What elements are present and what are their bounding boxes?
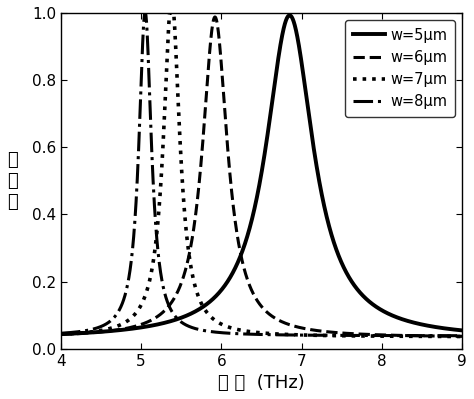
w=7μm xyxy=(128,316,133,321)
w=7μm xyxy=(459,334,465,339)
w=5μm xyxy=(229,271,235,276)
Line: w=8μm: w=8μm xyxy=(61,13,462,336)
w=6μm xyxy=(104,329,109,334)
w=7μm xyxy=(167,10,173,15)
Legend: w=5μm, w=6μm, w=7μm, w=8μm: w=5μm, w=6μm, w=7μm, w=8μm xyxy=(345,20,455,117)
w=6μm xyxy=(452,334,457,339)
w=5μm xyxy=(459,328,465,333)
Line: w=5μm: w=5μm xyxy=(61,15,462,334)
w=8μm xyxy=(128,265,133,270)
w=8μm xyxy=(459,333,465,338)
w=8μm xyxy=(229,331,235,336)
X-axis label: 频 率  (THz): 频 率 (THz) xyxy=(218,374,305,392)
w=5μm xyxy=(128,326,133,331)
w=7μm xyxy=(409,334,414,339)
w=7μm xyxy=(58,332,64,337)
w=5μm xyxy=(58,332,64,336)
Line: w=7μm: w=7μm xyxy=(61,13,462,336)
w=7μm xyxy=(104,327,109,332)
w=8μm xyxy=(409,333,414,338)
Line: w=6μm: w=6μm xyxy=(61,17,462,336)
w=5μm xyxy=(212,295,218,300)
w=7μm xyxy=(452,334,457,339)
w=6μm xyxy=(409,333,414,338)
w=7μm xyxy=(229,326,235,331)
w=8μm xyxy=(104,321,109,326)
w=5μm xyxy=(452,327,457,332)
w=6μm xyxy=(229,195,235,200)
w=8μm xyxy=(58,331,64,336)
w=6μm xyxy=(459,334,465,339)
w=5μm xyxy=(409,320,414,324)
w=8μm xyxy=(452,333,457,338)
w=6μm xyxy=(212,15,218,20)
w=5μm xyxy=(287,13,292,18)
w=8μm xyxy=(142,10,147,15)
Y-axis label: 吸
收
率: 吸 收 率 xyxy=(7,151,18,211)
w=6μm xyxy=(212,15,218,20)
w=8μm xyxy=(212,330,218,334)
w=6μm xyxy=(128,325,133,330)
w=5μm xyxy=(104,329,109,334)
w=6μm xyxy=(58,332,64,337)
w=7μm xyxy=(212,318,218,323)
